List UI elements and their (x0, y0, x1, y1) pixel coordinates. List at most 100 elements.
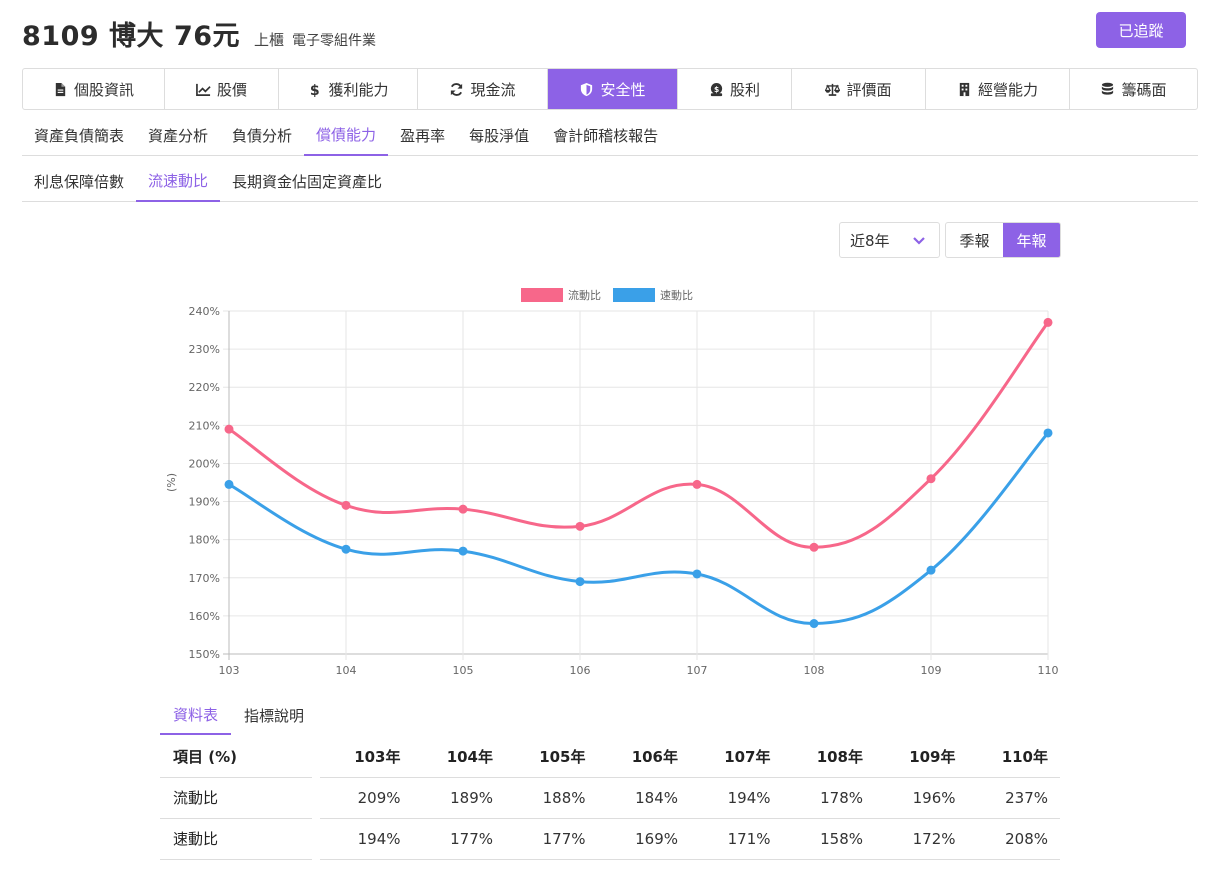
period-select[interactable]: 近8年 (839, 222, 940, 258)
data-point (458, 546, 468, 556)
legend-swatch (613, 288, 655, 302)
subtab-long-term-fund-ratio[interactable]: 長期資金佔固定資產比 (232, 172, 383, 191)
table-col-header: 104年 (446, 747, 493, 766)
database-icon (1102, 82, 1114, 95)
table-header-row: 項目 (%) 103年 104年 105年 106年 107年 108年 109… (160, 736, 1060, 778)
stock-market: 上櫃 (254, 31, 285, 49)
table-cell: 172% (912, 829, 956, 848)
subtab-reinvestment-rate[interactable]: 盈再率 (400, 126, 446, 145)
table-col-header: 106年 (631, 747, 678, 766)
tab-profitability[interactable]: $ 獲利能力 (279, 69, 418, 109)
annual-button[interactable]: 年報 (1003, 223, 1060, 257)
tab-indicator-description[interactable]: 指標說明 (244, 706, 305, 725)
subtab-audit-report[interactable]: 會計師稽核報告 (553, 126, 659, 145)
table-cell: 177% (542, 829, 586, 848)
dollar-icon: $ (310, 83, 320, 97)
y-tick-label: 160% (189, 610, 220, 623)
tab-cashflow[interactable]: 現金流 (418, 69, 548, 109)
table-cell: 237% (1005, 788, 1048, 807)
data-point (341, 544, 351, 554)
data-point (809, 542, 819, 552)
y-tick-label: 190% (189, 496, 220, 509)
row-label: 流動比 (173, 789, 219, 807)
table-header-label: 項目 (%) (173, 747, 237, 766)
table-col-header: 103年 (354, 747, 401, 766)
svg-text:$: $ (714, 84, 719, 93)
tab-label: 股價 (216, 80, 247, 99)
subtab-current-quick-ratio[interactable]: 流速動比 (136, 160, 221, 202)
y-tick-label: 240% (189, 305, 220, 318)
subtab-asset-analysis[interactable]: 資產分析 (148, 126, 209, 145)
subtab-liability-analysis[interactable]: 負債分析 (232, 126, 293, 145)
tab-data-table[interactable]: 資料表 (160, 695, 232, 735)
svg-text:$: $ (310, 83, 320, 97)
x-tick-label: 106 (570, 664, 591, 677)
y-tick-label: 230% (189, 343, 220, 356)
x-tick-label: 108 (804, 664, 825, 677)
tab-price[interactable]: 股價 (165, 69, 279, 109)
table-col-header: 110年 (1001, 747, 1048, 766)
tab-label: 籌碼面 (1121, 80, 1167, 99)
table-cell: 188% (542, 788, 586, 807)
tab-valuation[interactable]: 評價面 (792, 69, 926, 109)
table-cell: 194% (357, 829, 401, 848)
tab-dividend[interactable]: $ 股利 (678, 69, 792, 109)
tab-label: 安全性 (600, 80, 646, 99)
y-tick-label: 150% (189, 648, 220, 661)
tab-label: 現金流 (470, 80, 516, 99)
tab-stock-info[interactable]: 個股資訊 (23, 69, 165, 109)
chevron-down-icon (913, 237, 925, 245)
data-tabs: 資料表 指標說明 (160, 695, 1060, 737)
table-cell: 178% (820, 788, 863, 807)
sub-tabs-secondary: 利息保障倍數 流速動比 長期資金佔固定資產比 (22, 160, 1198, 202)
data-point (575, 577, 585, 587)
y-tick-label: 170% (189, 572, 220, 585)
x-tick-label: 109 (921, 664, 942, 677)
sub-tabs: 資產負債簡表 資產分析 負債分析 償債能力 盈再率 每股淨值 會計師稽核報告 (22, 114, 1198, 156)
y-tick-label: 200% (189, 457, 220, 470)
subtab-book-value[interactable]: 每股淨值 (469, 126, 530, 145)
table-cell: 194% (727, 788, 771, 807)
stock-industry[interactable]: 電子零組件業 (292, 33, 377, 49)
table-col-header: 105年 (539, 747, 586, 766)
scale-icon (825, 83, 841, 96)
tab-operating[interactable]: 經營能力 (926, 69, 1070, 109)
table-cell: 209% (357, 788, 401, 807)
stock-header: 8109 博大 76元 上櫃 電子零組件業 (22, 14, 376, 54)
period-value: 近8年 (850, 231, 890, 250)
building-icon (959, 82, 970, 96)
y-tick-label: 180% (189, 534, 220, 547)
subtab-solvency[interactable]: 償債能力 (304, 114, 389, 156)
tab-chips[interactable]: 籌碼面 (1070, 69, 1197, 109)
table-cell: 208% (1005, 829, 1048, 848)
quarterly-button[interactable]: 季報 (959, 231, 990, 250)
data-point (926, 474, 936, 484)
data-point (926, 565, 936, 575)
tab-label: 經營能力 (977, 80, 1038, 99)
tab-safety[interactable]: 安全性 (548, 69, 678, 109)
table-cell: 189% (450, 788, 493, 807)
y-tick-label: 220% (189, 381, 220, 394)
x-tick-label: 103 (219, 664, 240, 677)
sync-icon (451, 82, 463, 96)
x-tick-label: 104 (336, 664, 357, 677)
tab-label: 股利 (729, 80, 760, 99)
ratio-chart: 150% 160% 170% 180% 190% 200% 210% 220% 230% 240%… (165, 288, 1059, 677)
subtab-balance-sheet[interactable]: 資產負債簡表 (34, 126, 125, 145)
money-bag-icon: $ (710, 82, 723, 96)
table-col-header: 108年 (816, 747, 863, 766)
data-point (224, 479, 234, 489)
follow-button[interactable]: 已追蹤 (1096, 12, 1186, 48)
data-point (809, 619, 819, 629)
subtab-interest-coverage[interactable]: 利息保障倍數 (34, 172, 125, 191)
table-cell: 158% (820, 829, 863, 848)
data-table: 項目 (%) 103年 104年 105年 106年 107年 108年 109… (160, 736, 1060, 860)
row-label: 速動比 (173, 830, 219, 848)
legend-label: 速動比 (660, 288, 693, 302)
shield-icon (581, 82, 593, 96)
y-axis-label: (%) (165, 473, 178, 492)
table-cell: 184% (635, 788, 678, 807)
table-col-header: 107年 (724, 747, 771, 766)
stock-title: 8109 博大 76元 (22, 21, 241, 52)
y-tick-label: 210% (189, 419, 220, 432)
